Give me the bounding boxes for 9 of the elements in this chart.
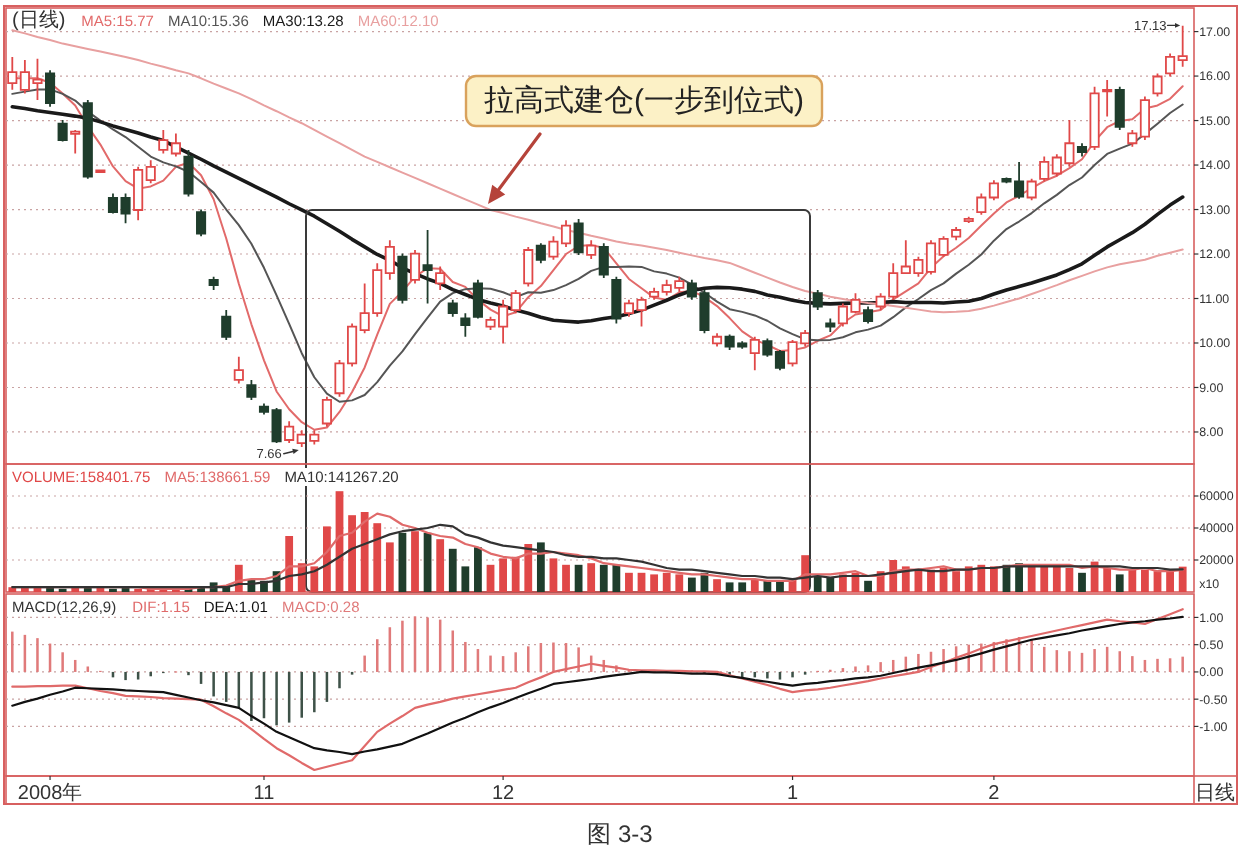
x-tick-label: 11 [253, 782, 276, 805]
x-tick-label: 2008年 [17, 780, 83, 805]
caption: 图 3-3 [587, 820, 654, 848]
x-tick-label: 2 [988, 782, 1001, 805]
x-tick-label: 1 [786, 782, 799, 805]
chart-title: (日线) [12, 8, 66, 32]
x-tick-label: 12 [491, 782, 516, 805]
text: 日线 [1195, 780, 1235, 805]
annotation: 拉高式建仓(一步到位式) [484, 84, 804, 118]
